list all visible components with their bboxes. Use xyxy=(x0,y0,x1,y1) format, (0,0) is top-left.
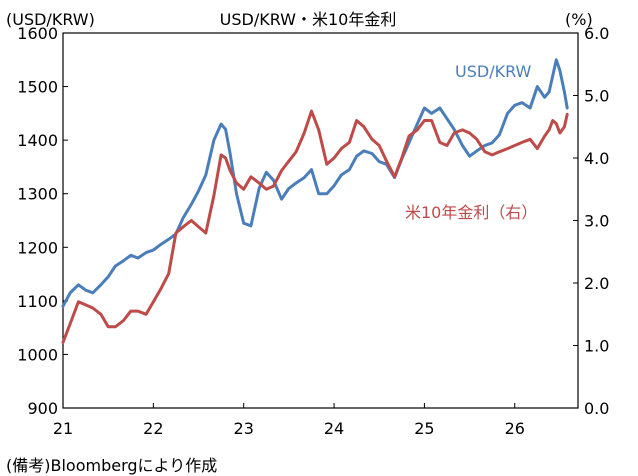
series-lines-group xyxy=(61,58,569,344)
right-tick-label: 3.0 xyxy=(584,212,609,231)
x-tick-label: 22 xyxy=(143,419,163,438)
x-tick-label: 26 xyxy=(505,419,525,438)
left-tick-label: 900 xyxy=(27,399,58,418)
x-tick-label: 21 xyxy=(53,419,73,438)
axes-group xyxy=(62,32,579,409)
right-axis-unit: (%) xyxy=(565,10,593,29)
left-tick-label: 1300 xyxy=(17,185,58,204)
usdkrw-series-label: USD/KRW xyxy=(455,62,532,81)
us10y-series-label: 米10年金利（右） xyxy=(405,203,537,222)
usdkrw-line xyxy=(61,58,569,308)
us10y-line xyxy=(61,109,569,344)
x-tick-label: 24 xyxy=(324,419,344,438)
left-tick-label: 1600 xyxy=(17,24,58,43)
tick-labels-group: 900 1000 1100 1200 1300 1400 1500 1600 0.0 1.0 2.0… xyxy=(17,24,609,438)
left-tick-label: 1000 xyxy=(17,345,58,364)
source-note: (備考)Bloombergにより作成 xyxy=(6,456,218,475)
left-tick-label: 1500 xyxy=(17,78,58,97)
chart-title: USD/KRW・米10年金利 xyxy=(220,10,397,29)
left-tick-label: 1200 xyxy=(17,238,58,257)
x-tick-label: 25 xyxy=(414,419,434,438)
right-tick-label: 4.0 xyxy=(584,149,609,168)
right-tick-label: 1.0 xyxy=(584,337,609,356)
left-tick-label: 1100 xyxy=(17,292,58,311)
left-tick-label: 1400 xyxy=(17,131,58,150)
right-tick-label: 2.0 xyxy=(584,274,609,293)
right-tick-label: 6.0 xyxy=(584,24,609,43)
right-tick-label: 0.0 xyxy=(584,399,609,418)
x-tick-label: 23 xyxy=(234,419,254,438)
right-tick-label: 5.0 xyxy=(584,87,609,106)
left-axis-unit: (USD/KRW) xyxy=(6,10,95,29)
